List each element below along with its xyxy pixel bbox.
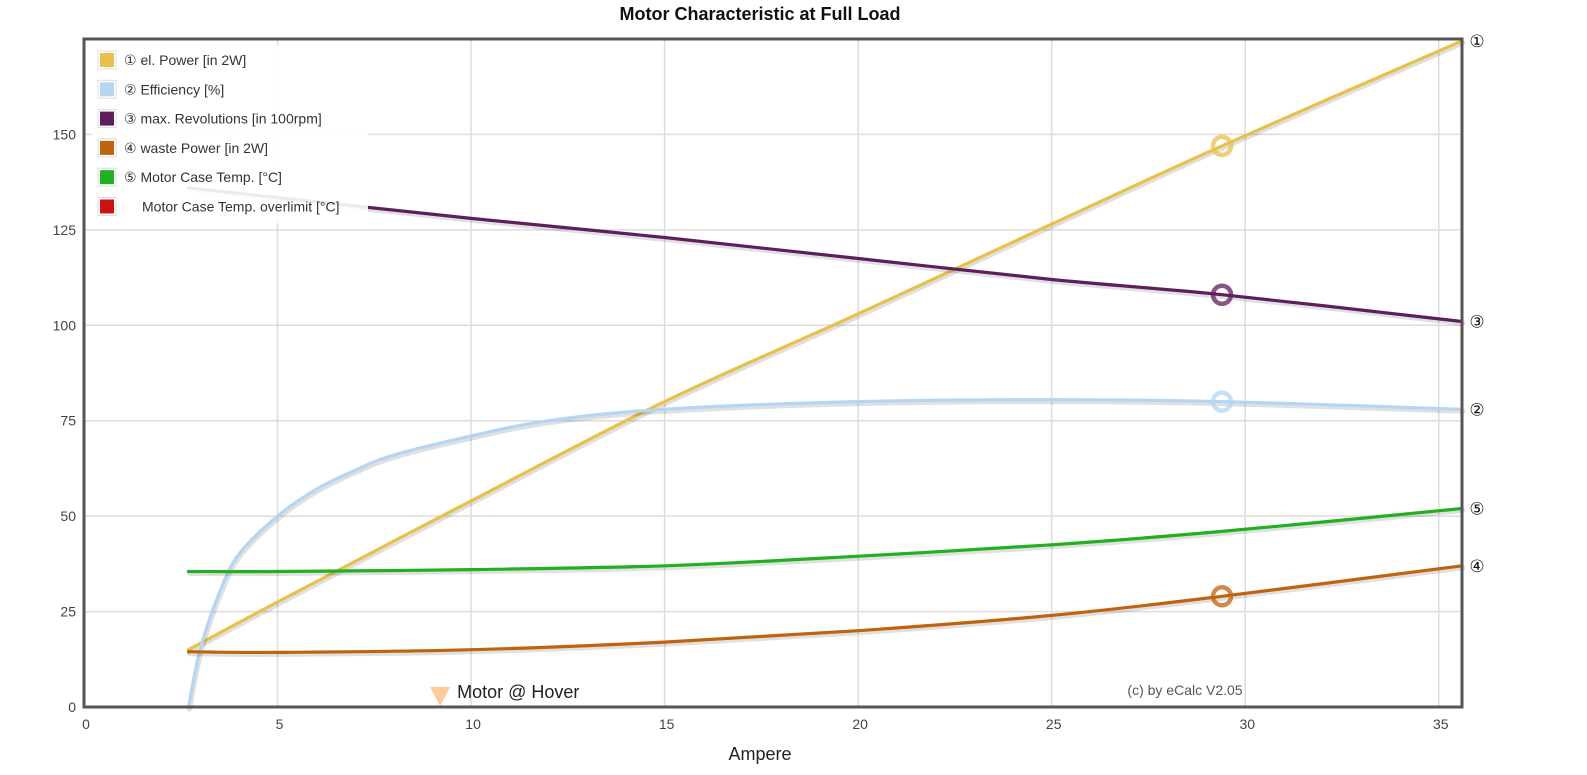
legend[interactable]: ① el. Power [in 2W] ② Efficiency [%] ③ max…: [92, 45, 368, 223]
operating-point-circle[interactable]: [1210, 585, 1234, 608]
legend-swatch[interactable]: [100, 82, 114, 97]
series-lines: [186, 39, 1466, 712]
hover-annotation-label: Motor @ Hover: [457, 682, 579, 702]
legend-item-label[interactable]: ④ waste Power [in 2W]: [124, 140, 268, 156]
legend-item-label[interactable]: Motor Case Temp. overlimit [°C]: [142, 199, 340, 215]
hover-marker-triangle: [430, 687, 451, 706]
y-tick-labels: 0 25 50 75 100 125 150: [53, 126, 77, 715]
x-tick-label: 5: [276, 716, 284, 732]
legend-swatch[interactable]: [100, 140, 114, 155]
y-tick-label: 125: [53, 222, 77, 238]
series-end-marker: ①: [1469, 32, 1484, 51]
series-max-revolutions-line-shadow: [187, 187, 1466, 326]
y-tick-label: 25: [60, 604, 76, 620]
legend-background: [92, 45, 368, 223]
legend-item-label[interactable]: ③ max. Revolutions [in 100rpm]: [124, 111, 322, 127]
legend-swatch[interactable]: [100, 53, 114, 67]
x-tick-label: 30: [1239, 716, 1255, 732]
legend-item-label[interactable]: ① el. Power [in 2W]: [124, 52, 246, 68]
legend-swatch[interactable]: [100, 170, 114, 185]
hover-annotation: Motor @ Hover: [430, 682, 579, 706]
x-tick-labels: 0 5 10 15 20 25 30 35: [82, 716, 1449, 732]
x-tick-label: 35: [1433, 716, 1449, 732]
legend-swatch[interactable]: [100, 111, 114, 126]
y-tick-label: 50: [60, 508, 76, 524]
series-end-marker: ②: [1469, 400, 1484, 419]
x-tick-label: 15: [659, 716, 675, 732]
credit-label: (c) by eCalc V2.05: [1127, 682, 1242, 698]
series-max-revolutions-line: [186, 186, 1464, 324]
x-tick-label: 10: [465, 716, 481, 732]
operating-point-circle[interactable]: [1210, 390, 1234, 413]
y-tick-label: 75: [60, 413, 76, 429]
operating-point-markers: [1210, 134, 1234, 608]
operating-point-circle[interactable]: [1210, 283, 1234, 306]
series-end-markers: ① ② ③ ④ ⑤: [1469, 32, 1484, 576]
y-tick-label: 0: [68, 699, 76, 715]
x-axis-label: Ampere: [728, 744, 791, 764]
series-motor-case-temp-line-shadow: [187, 508, 1466, 577]
x-tick-label: 0: [82, 716, 90, 732]
operating-point-circle[interactable]: [1210, 134, 1234, 158]
x-tick-label: 25: [1046, 716, 1062, 732]
series-end-marker: ⑤: [1469, 500, 1484, 519]
x-tick-label: 20: [852, 716, 868, 732]
series-efficiency-line: [186, 398, 1464, 709]
series-waste-power-line-shadow: [187, 565, 1466, 657]
legend-swatch[interactable]: [100, 199, 114, 214]
series-motor-case-temp-line: [186, 506, 1464, 574]
series-waste-power-line: [186, 564, 1464, 655]
series-efficiency-line-shadow: [187, 399, 1466, 712]
series-end-marker: ④: [1469, 557, 1484, 576]
y-tick-label: 150: [53, 126, 77, 142]
legend-item-label[interactable]: ⑤ Motor Case Temp. [°C]: [124, 169, 282, 185]
chart-title: Motor Characteristic at Full Load: [619, 4, 900, 24]
legend-item-label[interactable]: ② Efficiency [%]: [124, 81, 224, 97]
series-end-marker: ③: [1469, 312, 1484, 331]
y-tick-label: 100: [53, 317, 77, 333]
plot-frame: [82, 37, 1464, 709]
